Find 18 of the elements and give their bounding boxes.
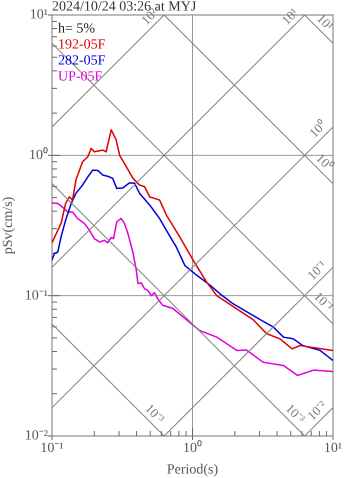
annotation: 10⁻¹ [311,288,337,314]
y-tick-label: 10⁰ [29,147,48,164]
y-tick-label: 10⁻² [24,428,48,444]
annotation: 10¹ [314,10,337,34]
x-tick-label: 10⁰ [183,440,202,456]
y-axis-title: pSv(cm/s) [1,196,16,254]
annotation: 10⁰ [306,117,330,140]
x-tick-label: 10⁻¹ [40,441,64,456]
x-tick-label: 10¹ [324,441,342,456]
annotation: 10⁻³ [142,400,168,426]
x-axis-title: Period(s) [166,462,218,478]
annotation: h= 5% [58,22,96,37]
text: UP-05F [58,70,103,85]
text: 192-05F [58,38,106,53]
y-tick-label: 10⁻¹ [24,288,48,304]
annotation: 10⁻¹ [304,257,330,283]
text: 282-05F [58,54,106,69]
y-tick-label: 10¹ [30,8,48,23]
